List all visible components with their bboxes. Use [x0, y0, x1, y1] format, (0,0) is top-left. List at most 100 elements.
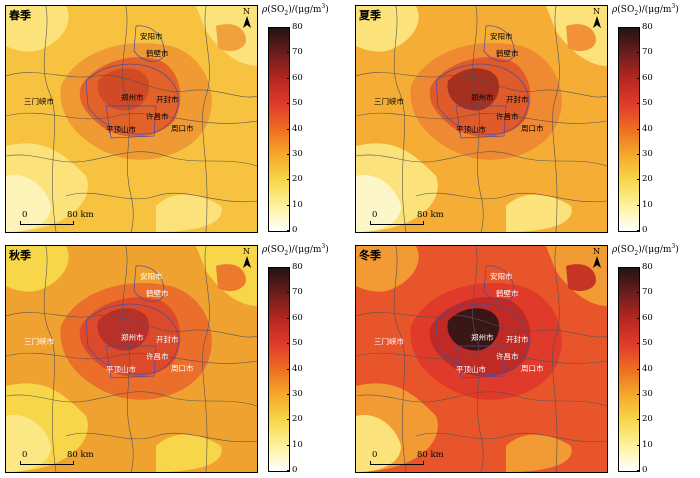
- colorbar-tick: 70: [637, 47, 653, 58]
- scale-zero: 0: [22, 210, 28, 220]
- city-label: 安阳市: [140, 32, 163, 41]
- north-label: N: [243, 7, 250, 16]
- legend-title: ρ(SO2)/(μg/m3): [612, 243, 679, 257]
- map-frame: 夏季 安阳市 鹤壁市 三门峡市 郑州市 开封市 许昌市 平顶山市 周口市 N 0 80 km: [355, 5, 608, 233]
- city-label: 开封市: [506, 335, 529, 344]
- colorbar: [618, 27, 640, 232]
- legend-title: ρ(SO2)/(μg/m3): [262, 243, 329, 257]
- colorbar-tick: 30: [637, 148, 653, 159]
- scale-bar: 0 80 km: [20, 450, 110, 465]
- city-label: 周口市: [521, 364, 544, 373]
- colorbar-tick: 60: [637, 72, 653, 83]
- colorbar-tick: 0: [286, 465, 298, 475]
- colorbar-tick: 20: [287, 174, 303, 185]
- north-label: N: [243, 247, 250, 256]
- so2-contour-map: [6, 246, 257, 472]
- map-frame: 春季 安阳市 鹤壁市 三门峡市 郑州市 开封市 许昌市 平顶山市 周口市 N 0 80 km: [5, 5, 258, 233]
- scale-km: 80 km: [67, 210, 94, 220]
- colorbar-tick: 70: [287, 287, 303, 298]
- colorbar: [268, 267, 290, 472]
- scale-km: 80 km: [417, 210, 444, 220]
- colorbar-tick: 80: [637, 22, 653, 32]
- colorbar-tick: 50: [287, 338, 303, 349]
- north-arrow-icon: N: [591, 247, 603, 270]
- season-label: 秋季: [9, 249, 31, 262]
- colorbar-tick: 50: [637, 338, 653, 349]
- city-label: 许昌市: [496, 352, 519, 361]
- city-label: 许昌市: [146, 112, 169, 121]
- city-label: 平顶山市: [106, 365, 136, 374]
- colorbar-tick: 50: [637, 98, 653, 109]
- city-label: 开封市: [506, 95, 529, 104]
- city-label: 鹤壁市: [146, 289, 169, 298]
- colorbar-tick: 10: [637, 199, 653, 210]
- so2-contour-map: [356, 6, 607, 232]
- colorbar-tick: 0: [636, 225, 648, 235]
- colorbar-tick: 80: [637, 262, 653, 272]
- colorbar-tick: 10: [637, 439, 653, 450]
- colorbar-tick: 30: [637, 388, 653, 399]
- map-frame: 冬季 安阳市 鹤壁市 三门峡市 郑州市 开封市 许昌市 平顶山市 周口市 N 0 80 km: [355, 245, 608, 473]
- city-label: 鹤壁市: [496, 49, 519, 58]
- city-label: 安阳市: [490, 272, 513, 281]
- city-label: 平顶山市: [456, 125, 486, 134]
- so2-contour-map: [356, 246, 607, 472]
- city-label: 周口市: [521, 124, 544, 133]
- colorbar-tick: 10: [287, 439, 303, 450]
- city-label: 郑州市: [471, 93, 494, 102]
- scale-bar: 0 80 km: [20, 210, 110, 225]
- city-label: 郑州市: [471, 333, 494, 342]
- city-label: 开封市: [156, 335, 179, 344]
- map-panel-4: 冬季 安阳市 鹤壁市 三门峡市 郑州市 开封市 许昌市 平顶山市 周口市 N 0 80 km …: [350, 240, 700, 478]
- colorbar-tick: 80: [287, 262, 303, 272]
- colorbar-tick: 40: [287, 123, 303, 134]
- city-label: 开封市: [156, 95, 179, 104]
- colorbar-tick: 50: [287, 98, 303, 109]
- colorbar: [618, 267, 640, 472]
- city-label: 安阳市: [490, 32, 513, 41]
- legend-title: ρ(SO2)/(μg/m3): [262, 3, 329, 17]
- map-panel-3: 秋季 安阳市 鹤壁市 三门峡市 郑州市 开封市 许昌市 平顶山市 周口市 N 0 80 km …: [0, 240, 350, 478]
- scale-km: 80 km: [67, 450, 94, 460]
- north-label: N: [593, 247, 600, 256]
- colorbar-tick: 0: [286, 225, 298, 235]
- season-label: 夏季: [359, 9, 381, 22]
- city-label: 平顶山市: [106, 125, 136, 134]
- scale-zero: 0: [22, 450, 28, 460]
- colorbar-tick: 40: [637, 123, 653, 134]
- scale-bar: 0 80 km: [370, 450, 460, 465]
- city-label: 鹤壁市: [146, 49, 169, 58]
- colorbar-tick: 20: [637, 414, 653, 425]
- scale-zero: 0: [372, 210, 378, 220]
- colorbar-tick: 30: [287, 148, 303, 159]
- city-label: 安阳市: [140, 272, 163, 281]
- colorbar: [268, 27, 290, 232]
- city-label: 周口市: [171, 364, 194, 373]
- scale-zero: 0: [372, 450, 378, 460]
- colorbar-tick: 40: [637, 363, 653, 374]
- north-arrow-icon: N: [591, 7, 603, 30]
- colorbar-tick: 20: [637, 174, 653, 185]
- colorbar-tick: 60: [287, 72, 303, 83]
- colorbar-tick: 30: [287, 388, 303, 399]
- so2-contour-map: [6, 6, 257, 232]
- colorbar-tick: 10: [287, 199, 303, 210]
- north-arrow-icon: N: [241, 7, 253, 30]
- city-label: 郑州市: [121, 333, 144, 342]
- north-label: N: [593, 7, 600, 16]
- city-label: 三门峡市: [24, 97, 54, 106]
- scale-km: 80 km: [417, 450, 444, 460]
- colorbar-tick: 60: [287, 312, 303, 323]
- colorbar-tick: 70: [287, 47, 303, 58]
- map-panel-1: 春季 安阳市 鹤壁市 三门峡市 郑州市 开封市 许昌市 平顶山市 周口市 N 0 80 km …: [0, 0, 350, 238]
- city-label: 平顶山市: [456, 365, 486, 374]
- city-label: 三门峡市: [374, 337, 404, 346]
- colorbar-tick: 0: [636, 465, 648, 475]
- season-label: 春季: [9, 9, 31, 22]
- map-frame: 秋季 安阳市 鹤壁市 三门峡市 郑州市 开封市 许昌市 平顶山市 周口市 N 0 80 km: [5, 245, 258, 473]
- colorbar-tick: 70: [637, 287, 653, 298]
- map-panel-2: 夏季 安阳市 鹤壁市 三门峡市 郑州市 开封市 许昌市 平顶山市 周口市 N 0 80 km …: [350, 0, 700, 238]
- city-label: 周口市: [171, 124, 194, 133]
- city-label: 三门峡市: [24, 337, 54, 346]
- season-label: 冬季: [359, 249, 381, 262]
